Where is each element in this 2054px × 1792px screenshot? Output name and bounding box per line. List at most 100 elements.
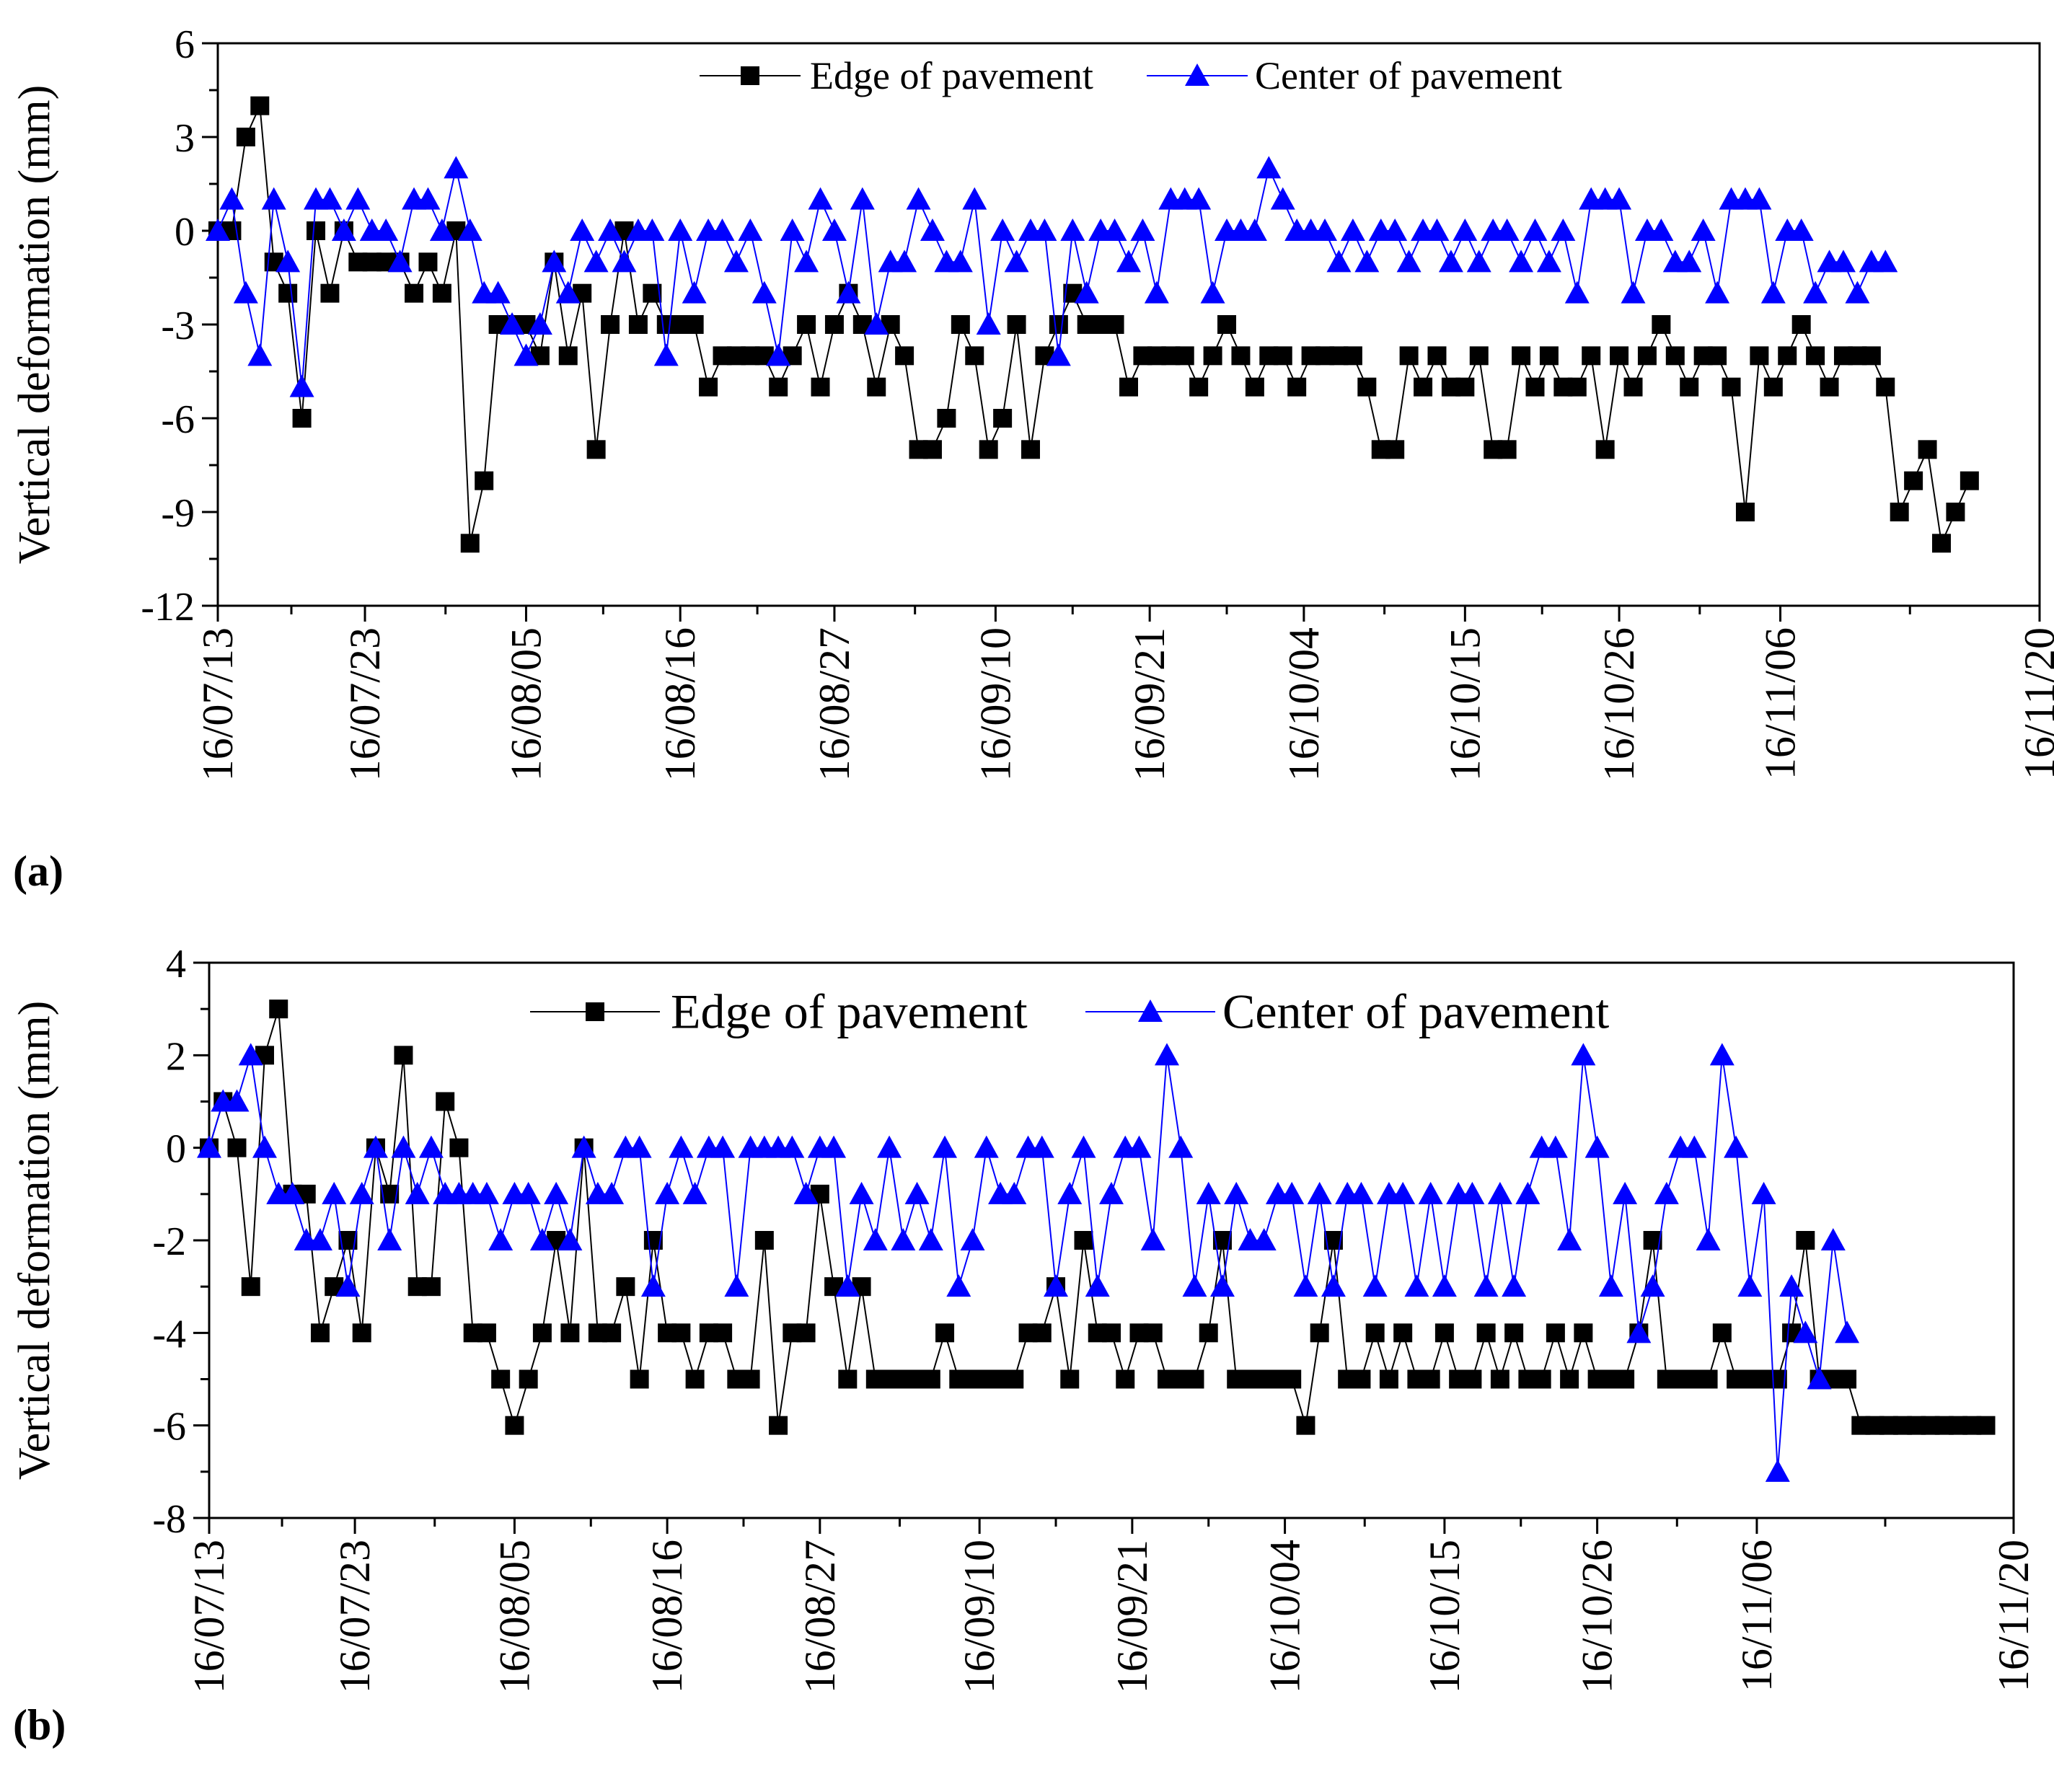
data-point	[532, 1323, 552, 1343]
data-point	[1143, 1323, 1163, 1343]
data-point	[1349, 1181, 1374, 1204]
data-point	[920, 219, 945, 241]
data-point	[1352, 1369, 1371, 1389]
data-point	[1504, 1323, 1524, 1343]
data-point	[418, 252, 438, 272]
data-point	[616, 1277, 635, 1297]
data-point	[1044, 1274, 1069, 1297]
data-point	[668, 219, 693, 241]
data-point	[965, 346, 984, 366]
data-point	[460, 534, 480, 553]
data-point	[1654, 1181, 1679, 1204]
data-point	[780, 1135, 805, 1158]
x-tick-label: 16/08/27	[796, 1540, 844, 1693]
data-point	[1610, 346, 1629, 366]
data-point	[1696, 1228, 1721, 1250]
data-point	[948, 250, 973, 273]
data-point	[491, 1369, 511, 1389]
data-point	[415, 187, 441, 210]
data-point	[1497, 440, 1517, 459]
data-point	[1186, 187, 1212, 210]
x-tick-label: 16/10/04	[1261, 1540, 1309, 1693]
data-point	[418, 1135, 444, 1158]
data-point	[1512, 346, 1531, 366]
data-point	[640, 1274, 666, 1297]
data-point	[1242, 219, 1267, 241]
y-tick-label: 0	[166, 1127, 186, 1172]
legend: Edge of pavement Center of pavement	[700, 54, 1562, 97]
data-point	[345, 187, 371, 210]
data-point	[1046, 343, 1071, 366]
data-point	[1189, 377, 1209, 397]
y-tick-label: -8	[152, 1497, 186, 1542]
legend-label-center: Center of pavement	[1255, 54, 1562, 97]
data-point	[1737, 1274, 1763, 1297]
data-point	[1343, 346, 1362, 366]
data-point	[1750, 346, 1769, 366]
data-point	[1677, 250, 1702, 273]
data-point	[1830, 250, 1856, 273]
data-point	[863, 1228, 888, 1250]
data-point	[1803, 281, 1828, 304]
data-point	[979, 440, 998, 459]
data-point	[1399, 346, 1419, 366]
data-point	[1105, 315, 1124, 334]
data-point	[713, 1323, 733, 1343]
data-point	[793, 1181, 819, 1204]
data-point	[1584, 1135, 1610, 1158]
data-point	[935, 1323, 955, 1343]
data-point	[1490, 1369, 1509, 1389]
data-point	[1976, 1416, 1996, 1435]
x-tick-label: 16/08/16	[643, 1540, 691, 1693]
data-point	[1340, 219, 1365, 241]
data-point	[1074, 281, 1099, 304]
data-point	[1404, 1274, 1429, 1297]
y-axis-label: Vertical deformation (mm)	[10, 85, 59, 565]
data-point	[1838, 1369, 1857, 1389]
data-point	[241, 1277, 260, 1297]
x-tick-label: 16/07/23	[341, 627, 389, 781]
data-point	[1789, 219, 1814, 241]
data-point	[421, 1277, 441, 1297]
data-point	[514, 343, 539, 366]
data-point	[1357, 377, 1377, 397]
data-point	[519, 1369, 538, 1389]
series-line	[208, 1055, 1848, 1472]
data-point	[1085, 1274, 1110, 1297]
data-point	[1682, 1135, 1707, 1158]
data-point	[1747, 187, 1772, 210]
data-point	[599, 1181, 625, 1204]
data-point	[1071, 1135, 1096, 1158]
data-point	[976, 312, 1001, 335]
x-tick-label: 16/09/21	[1108, 1540, 1156, 1693]
data-point	[628, 315, 648, 334]
data-point	[1209, 1274, 1235, 1297]
data-point	[394, 1046, 413, 1065]
data-point	[808, 187, 833, 210]
data-point	[317, 187, 343, 210]
data-point	[1049, 315, 1068, 334]
data-point	[1074, 1231, 1093, 1250]
data-point	[1724, 1135, 1749, 1158]
data-point	[1354, 250, 1380, 273]
data-point	[1680, 377, 1699, 397]
data-point	[1251, 1228, 1277, 1250]
data-point	[1032, 1323, 1052, 1343]
data-point	[864, 312, 889, 335]
data-point	[1434, 1323, 1454, 1343]
data-point	[601, 315, 620, 334]
data-point	[505, 1416, 524, 1435]
data-point	[1130, 219, 1155, 241]
x-tick-label: 16/07/23	[331, 1540, 379, 1693]
data-point	[555, 281, 581, 304]
data-point	[1414, 377, 1433, 397]
data-point	[838, 1369, 858, 1389]
data-point	[1543, 1135, 1568, 1158]
data-point	[227, 1138, 247, 1157]
data-point	[1574, 1323, 1593, 1343]
data-point	[1060, 1369, 1080, 1389]
data-point	[1287, 377, 1307, 397]
data-point	[1904, 471, 1923, 490]
x-tick-label: 16/08/16	[656, 627, 704, 781]
